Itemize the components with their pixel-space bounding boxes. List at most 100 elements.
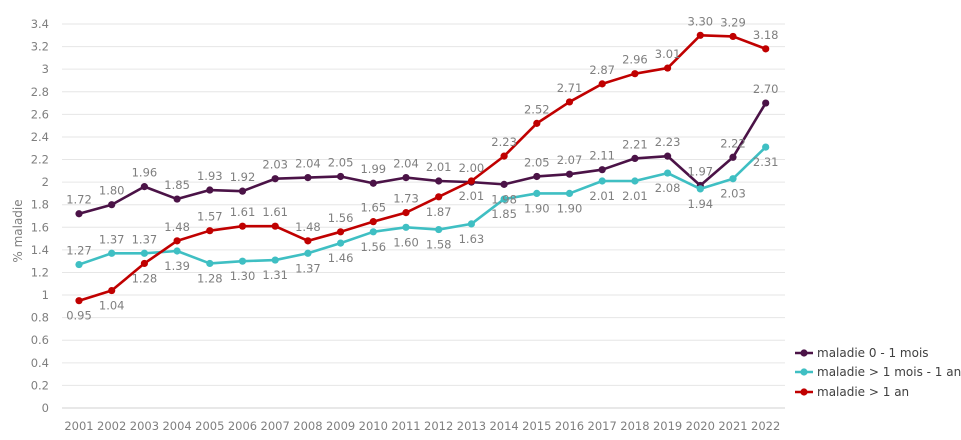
- y-tick-label: 2.2: [31, 153, 49, 167]
- data-label: 2.87: [589, 63, 615, 77]
- data-point: [664, 152, 672, 160]
- series-lines: [75, 31, 770, 305]
- data-point: [435, 193, 443, 201]
- data-label: 2.23: [655, 135, 681, 149]
- data-label: 1.73: [393, 192, 419, 206]
- data-point: [664, 169, 672, 177]
- data-point: [696, 185, 704, 193]
- data-point: [369, 179, 377, 187]
- y-tick-label: 0: [42, 401, 49, 415]
- data-label: 1.46: [328, 251, 354, 265]
- data-point: [337, 172, 345, 181]
- data-label: 1.37: [99, 232, 125, 246]
- data-label: 3.30: [687, 14, 713, 28]
- data-label: 1.27: [66, 244, 92, 258]
- x-tick-label: 2003: [130, 419, 159, 433]
- y-tick-label: 3.2: [31, 40, 49, 54]
- y-tick-label: 0.6: [31, 333, 49, 347]
- data-labels: 1.72 1.80 1.96 1.85 1.93 1.92 2.03 2.04 2.05 1.99…: [66, 14, 778, 322]
- x-tick-label: 2021: [718, 419, 747, 433]
- series-line-1: [78, 146, 767, 266]
- x-tick-label: 2008: [293, 419, 322, 433]
- data-point: [140, 259, 148, 268]
- y-tick-label: 0.8: [31, 311, 49, 325]
- data-label: 2.03: [262, 158, 288, 172]
- y-tick-label: 2.4: [31, 130, 49, 144]
- data-label: 3.01: [655, 47, 681, 61]
- data-label: 2.07: [557, 153, 583, 167]
- x-tick-label: 2005: [195, 419, 224, 433]
- x-tick-label: 2019: [653, 419, 682, 433]
- data-label: 1.60: [393, 235, 419, 249]
- x-tick-label: 2018: [620, 419, 649, 433]
- data-point: [631, 154, 639, 162]
- data-label: 2.71: [557, 81, 583, 95]
- x-tick-label: 2022: [751, 419, 780, 433]
- data-label: 1.56: [360, 240, 386, 254]
- data-label: 1.58: [426, 238, 452, 252]
- data-point: [173, 247, 181, 255]
- grid-lines: [62, 23, 785, 409]
- data-point: [337, 228, 345, 236]
- data-point: [762, 45, 770, 53]
- legend-swatch-marker: [800, 368, 808, 376]
- data-point: [467, 177, 475, 185]
- data-point: [140, 183, 148, 191]
- series-line-2: [78, 33, 767, 302]
- data-point: [762, 99, 770, 107]
- data-point: [533, 189, 541, 198]
- data-label: 1.39: [164, 259, 190, 273]
- x-tick-label: 2016: [555, 419, 584, 433]
- data-label: 2.52: [524, 102, 550, 116]
- y-axis-ticks: 0 0.2 0.4 0.6 0.8 1 1.2 1.4 1.6 1.8 2 2.2 2.4 2.6 2.8 3…: [31, 17, 49, 415]
- data-label: 1.92: [230, 170, 256, 184]
- y-tick-label: 1: [42, 288, 49, 302]
- data-label: 2.31: [753, 155, 779, 169]
- data-label: 1.99: [360, 162, 386, 176]
- data-label: 1.57: [197, 210, 223, 224]
- data-point: [402, 209, 410, 217]
- data-label: 1.48: [295, 220, 321, 234]
- data-point: [631, 177, 639, 185]
- data-label: 0.95: [66, 309, 92, 323]
- data-point: [304, 174, 312, 182]
- data-point: [271, 175, 279, 183]
- data-point: [271, 256, 279, 264]
- data-point: [75, 210, 83, 218]
- data-label: 1.04: [99, 299, 125, 313]
- data-point: [238, 257, 247, 265]
- x-tick-label: 2015: [522, 419, 551, 433]
- x-tick-label: 2013: [457, 419, 486, 433]
- y-tick-label: 1.6: [31, 220, 49, 234]
- data-label: 2.01: [426, 160, 452, 174]
- x-tick-label: 2014: [489, 419, 518, 433]
- data-point: [402, 223, 410, 231]
- y-tick-label: 1.4: [31, 243, 49, 257]
- data-label: 3.18: [753, 28, 779, 42]
- data-point: [533, 119, 541, 127]
- data-point: [565, 189, 574, 198]
- data-point: [467, 220, 475, 228]
- data-point: [631, 70, 639, 78]
- data-point: [337, 239, 345, 247]
- data-label: 2.03: [720, 187, 746, 201]
- legend-entry-label: maladie > 1 an: [817, 385, 909, 399]
- y-tick-label: 1.8: [31, 198, 49, 212]
- y-tick-label: 0.4: [31, 356, 49, 370]
- data-label: 2.05: [524, 155, 550, 169]
- x-tick-label: 2006: [228, 419, 257, 433]
- y-tick-label: 3.4: [31, 17, 49, 31]
- data-label: 1.72: [66, 193, 92, 207]
- data-label: 1.30: [230, 269, 256, 283]
- data-point: [271, 222, 279, 230]
- x-tick-label: 2020: [686, 419, 715, 433]
- data-point: [533, 172, 541, 181]
- x-tick-label: 2007: [261, 419, 290, 433]
- data-point: [108, 286, 116, 295]
- data-label: 1.31: [262, 268, 288, 282]
- x-tick-label: 2002: [97, 419, 126, 433]
- x-tick-label: 2017: [588, 419, 617, 433]
- data-point: [500, 152, 508, 160]
